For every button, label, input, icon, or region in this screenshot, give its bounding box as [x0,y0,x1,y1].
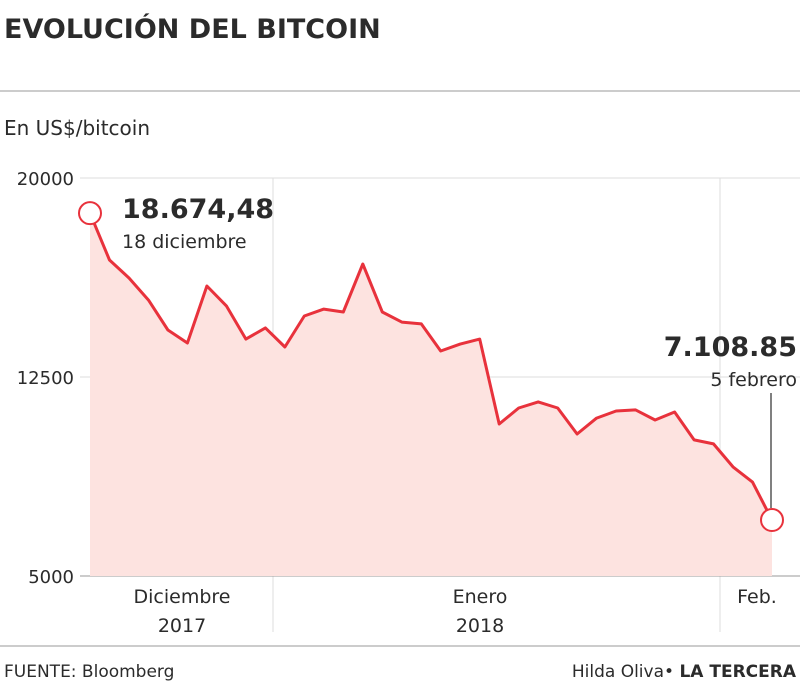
x-tick-label-year: 2018 [456,615,504,637]
x-tick-label: Enero [453,586,508,608]
credit: Hilda Oliva• LA TERCERA [572,662,797,682]
annotation-value: 7.108.85 [664,332,797,363]
source: FUENTE: Bloomberg [4,662,174,682]
annotation-value: 18.674,48 [122,194,274,225]
chart-title: EVOLUCIÓN DEL BITCOIN [4,13,381,45]
y-tick-label: 5000 [28,567,74,588]
area [90,213,772,576]
highlight-point [78,201,102,226]
line [88,212,774,521]
annotation-date: 5 febrero [710,369,797,391]
publisher: LA TERCERA [679,662,796,682]
x-tick-label: Feb. [737,586,777,608]
subtitle: En US$/bitcoin [4,116,150,140]
x-tick-label: Diciembre [134,586,231,608]
highlight-point [760,508,784,533]
x-tick-label-year: 2017 [158,615,206,637]
y-tick-label: 20000 [17,169,74,190]
annotation-date: 18 diciembre [122,231,247,253]
y-tick-label: 12500 [17,368,74,389]
author: Hilda Oliva• [572,662,674,682]
